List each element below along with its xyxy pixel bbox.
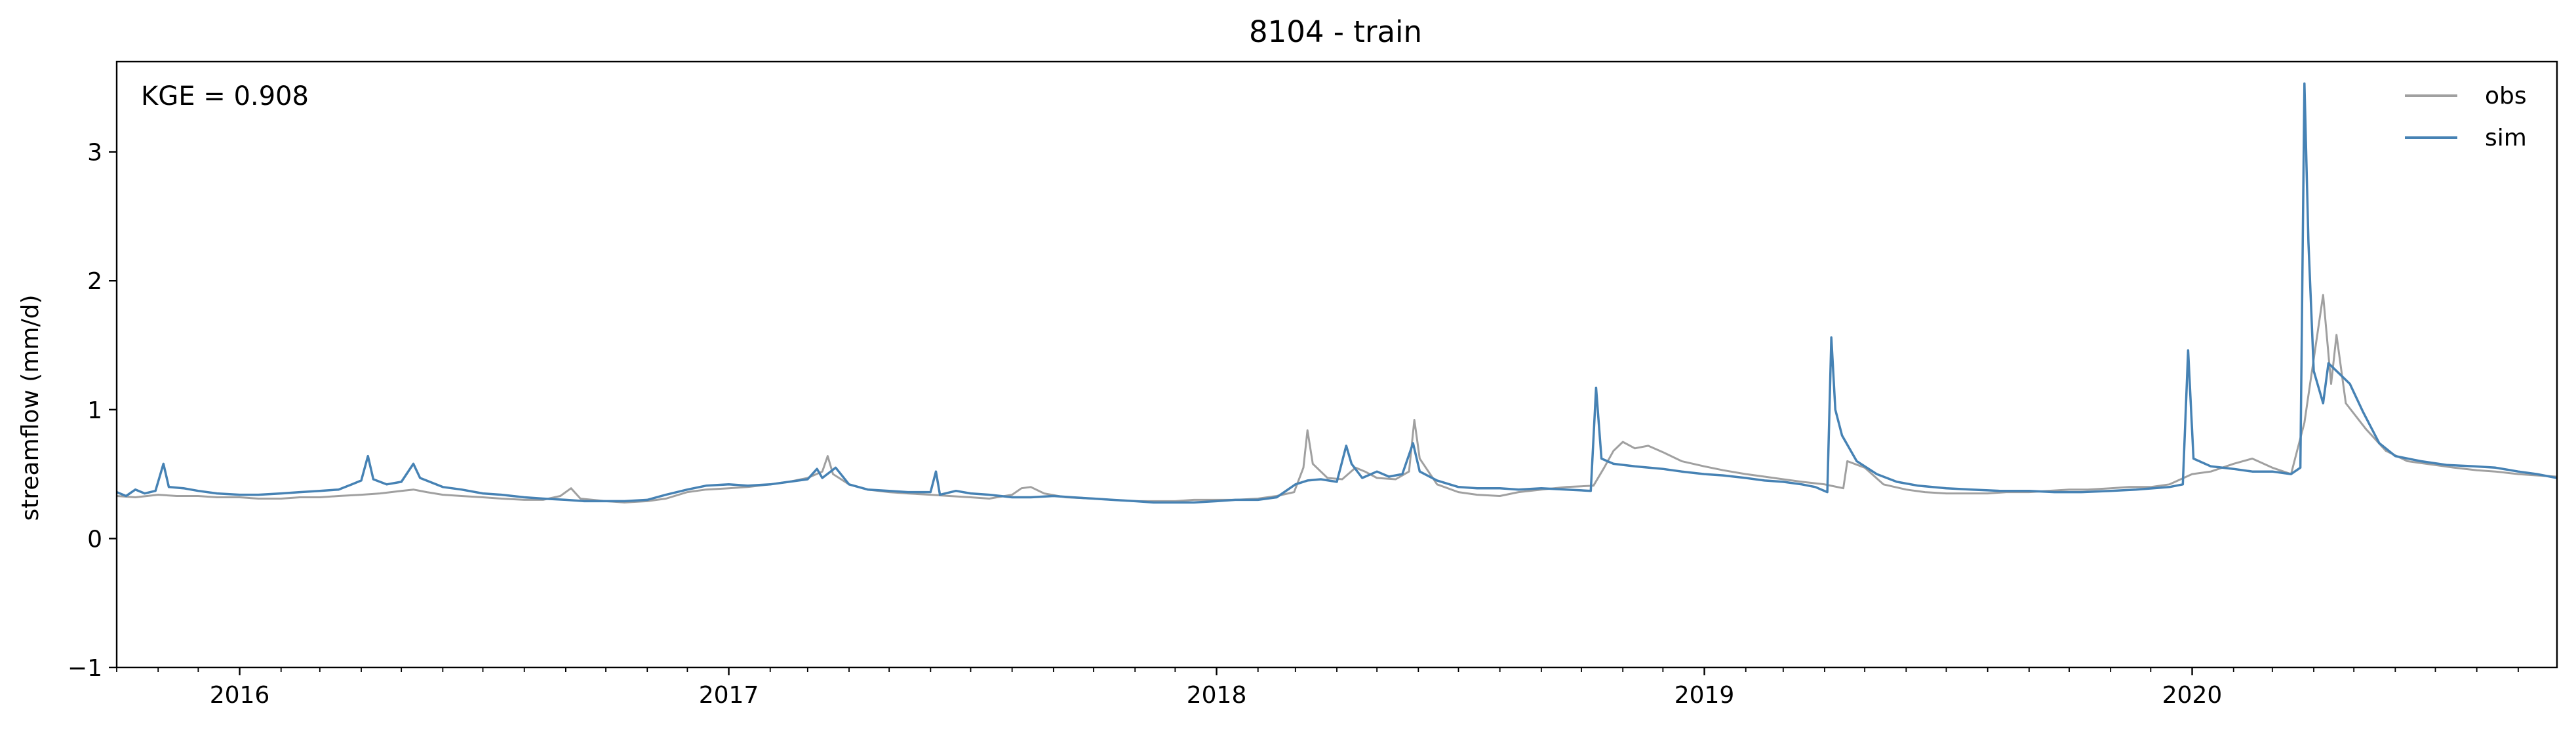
- x-tick-label: 2020: [2162, 682, 2223, 709]
- x-tick-label: 2017: [699, 682, 759, 709]
- x-tick-label: 2019: [1674, 682, 1735, 709]
- y-tick-label: 0: [87, 526, 102, 553]
- y-tick-label: 1: [87, 397, 102, 424]
- kge-annotation: KGE = 0.908: [141, 81, 309, 111]
- series-line-obs: [117, 294, 2557, 504]
- y-axis-label: streamflow (mm/d): [17, 295, 44, 521]
- legend: obs sim: [2405, 83, 2527, 151]
- x-tick-label: 2018: [1187, 682, 1247, 709]
- y-axis: −1 0 1 2 3: [68, 140, 117, 682]
- y-tick-label: 2: [87, 268, 102, 295]
- legend-label-sim: sim: [2485, 125, 2527, 151]
- y-tick-label: −1: [68, 655, 102, 682]
- series-line-sim: [117, 82, 2557, 504]
- x-axis: 2016 2017 2018 2019 2020: [116, 667, 2519, 709]
- chart-title: 8104 - train: [1249, 14, 1422, 49]
- series-layer: [117, 82, 2557, 504]
- x-tick-label: 2016: [210, 682, 270, 709]
- y-tick-label: 3: [87, 140, 102, 167]
- legend-label-obs: obs: [2485, 83, 2527, 109]
